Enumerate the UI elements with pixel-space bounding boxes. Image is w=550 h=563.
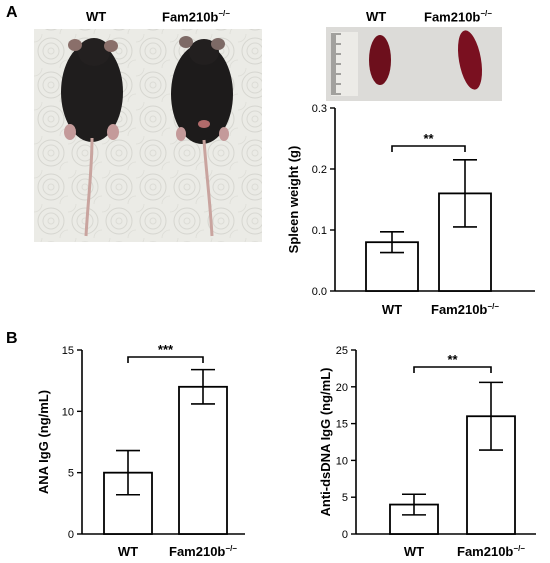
significance-label: *** bbox=[158, 342, 174, 357]
mouse-photo-wt-label: WT bbox=[86, 9, 107, 24]
mouse-photo-ko-label: Fam210b−/− bbox=[162, 9, 230, 24]
bar-1 bbox=[178, 385, 228, 535]
spleen-photo-ko-sup: −/− bbox=[480, 9, 492, 18]
y-tick-label: 0.3 bbox=[312, 103, 327, 115]
y-tick-label: 10 bbox=[336, 455, 348, 467]
y-tick-label: 5 bbox=[68, 468, 74, 480]
y-tick-label: 5 bbox=[342, 492, 348, 504]
chart-ana: 0 5 10 15 ANA IgG (ng/mL) WT Fam210b−/− *** bbox=[36, 342, 245, 559]
x-tick-label-sup: −/− bbox=[225, 544, 237, 553]
y-tick-label: 15 bbox=[62, 345, 74, 357]
y-tick-label: 25 bbox=[336, 345, 348, 357]
significance-label: ** bbox=[447, 352, 458, 367]
significance-bracket bbox=[391, 145, 466, 152]
y-axis-label: ANA IgG (ng/mL) bbox=[36, 390, 51, 494]
spleen-photo-wt-label: WT bbox=[366, 9, 387, 24]
x-tick-label-sup: −/− bbox=[513, 544, 525, 553]
mouse-photo-ko-sup: −/− bbox=[218, 9, 230, 18]
x-tick-label-sup: −/− bbox=[487, 302, 499, 311]
chart-spleen: 0.0 0.1 0.2 0.3 Spleen weight (g) WT Fam210b−/… bbox=[286, 103, 535, 317]
x-tick-label-1: Fam210b−/− bbox=[431, 302, 499, 317]
spleen-photo-ko-label: Fam210b−/− bbox=[424, 9, 492, 24]
y-tick-label: 0.2 bbox=[312, 164, 327, 176]
x-tick-label-1: Fam210b−/− bbox=[169, 544, 237, 559]
y-tick-label: 10 bbox=[62, 406, 74, 418]
y-tick-label: 0.1 bbox=[312, 225, 327, 237]
y-tick-label: 20 bbox=[336, 382, 348, 394]
significance-bracket bbox=[413, 366, 492, 373]
y-tick-label: 0 bbox=[68, 529, 74, 541]
y-tick-label: 15 bbox=[336, 419, 348, 431]
x-tick-label-0: WT bbox=[382, 302, 402, 317]
y-axis-label: Anti-dsDNA IgG (ng/mL) bbox=[318, 368, 333, 517]
x-tick-label-1: Fam210b−/− bbox=[457, 544, 525, 559]
x-tick-label-0: WT bbox=[118, 544, 138, 559]
y-axis-label: Spleen weight (g) bbox=[286, 146, 301, 254]
mouse-photo-ko-text: Fam210b bbox=[162, 9, 219, 25]
x-tick-label-0: WT bbox=[404, 544, 424, 559]
significance-bracket bbox=[127, 356, 204, 363]
y-tick-label: 0 bbox=[342, 529, 348, 541]
significance-label: ** bbox=[423, 131, 434, 146]
spleen-photo-ko-text: Fam210b bbox=[424, 9, 481, 25]
panel-a-letter: A bbox=[6, 4, 18, 21]
y-tick-label: 0.0 bbox=[312, 286, 327, 298]
panel-b-letter: B bbox=[6, 330, 18, 347]
